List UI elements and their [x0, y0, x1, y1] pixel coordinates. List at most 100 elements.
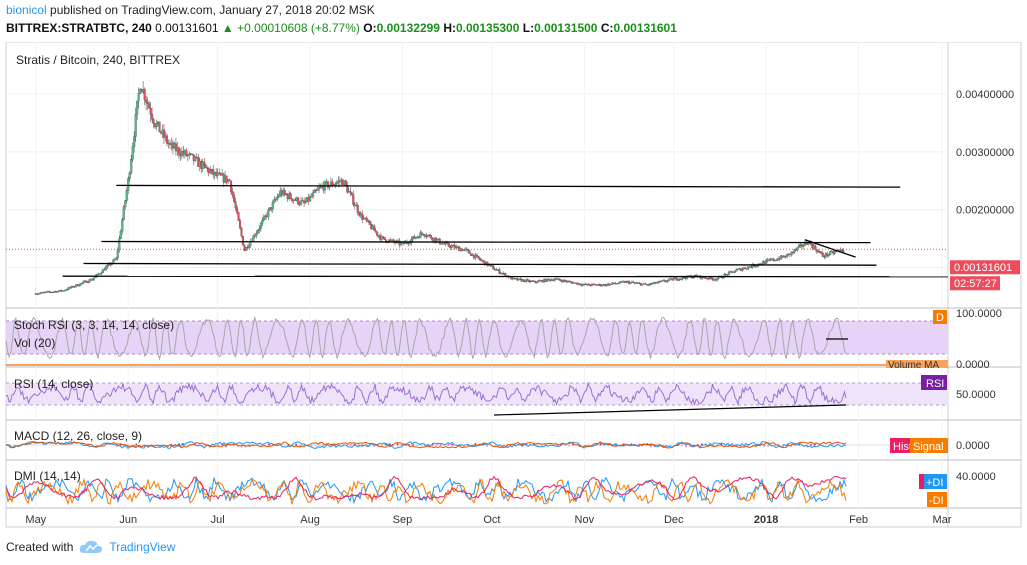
- candle-body: [133, 136, 136, 147]
- macd-hist-bar: [201, 445, 204, 447]
- candle-body: [255, 232, 258, 236]
- triangle-up-icon: ▲: [221, 21, 234, 35]
- candle-body: [283, 190, 286, 194]
- candle-body: [741, 268, 744, 271]
- macd-hist-bar: [701, 443, 703, 446]
- time-label: Nov: [575, 514, 595, 526]
- macd-hist-bar: [693, 444, 695, 446]
- macd-hist-bar: [240, 445, 243, 448]
- candle-body: [373, 225, 376, 231]
- dmi-pane-title: DMI (14, 14): [14, 469, 81, 483]
- candle-body: [425, 236, 428, 238]
- candle-body: [462, 249, 465, 252]
- macd-hist-bar: [381, 444, 383, 446]
- candle-body: [666, 279, 669, 282]
- macd-hist-bar: [318, 445, 321, 446]
- countdown-tag-text: 02:57:27: [954, 278, 997, 290]
- candle-body: [557, 278, 561, 281]
- candle-body: [240, 227, 243, 237]
- price-grid: [6, 42, 948, 508]
- rsi-tick-50: 50.0000: [956, 389, 996, 401]
- macd-hist-bar: [408, 444, 410, 446]
- candle-body: [490, 265, 493, 267]
- rsi-tag-text: RSI: [926, 378, 944, 390]
- candle-body: [797, 245, 800, 248]
- candle-body: [450, 245, 453, 248]
- candle-body: [225, 175, 228, 183]
- candle-body: [747, 266, 750, 269]
- macd-signal-tag: [910, 438, 948, 453]
- candle-body: [356, 205, 359, 213]
- candle-body: [599, 283, 602, 286]
- candle-body: [235, 207, 239, 213]
- candle-body: [346, 185, 349, 193]
- candle-body: [383, 237, 386, 240]
- candle-body: [492, 266, 495, 270]
- candle-body: [796, 247, 799, 250]
- macd-hist-bar: [533, 443, 535, 446]
- candle-body: [686, 275, 689, 279]
- symbol-name: BITTREX:STRATBTC, 240: [6, 21, 152, 35]
- candle-body: [785, 254, 789, 258]
- macd-hist-bar: [174, 444, 176, 446]
- candle-body: [151, 114, 154, 120]
- candle-body: [167, 142, 170, 145]
- macd-hist-bar: [412, 444, 414, 446]
- candle-body: [326, 181, 329, 188]
- candle-body: [553, 279, 556, 281]
- macd-hist-bar: [287, 444, 290, 446]
- candle-body: [285, 193, 288, 195]
- time-axis: May Jun Jul Aug Sep Oct Nov Dec 2018 Feb Mar: [25, 514, 951, 526]
- macd-hist-bar: [568, 445, 570, 447]
- macd-hist-bar: [116, 445, 118, 447]
- low-value: 0.00131500: [534, 21, 598, 35]
- dmi-adx-tag: [919, 474, 924, 489]
- candle-body: [116, 249, 119, 259]
- price-tick-label: 0.00400000: [956, 89, 1014, 101]
- candle-body: [447, 242, 450, 247]
- candle-body: [780, 255, 783, 260]
- macd-hist-bar: [353, 443, 356, 446]
- candle-body: [206, 167, 209, 169]
- candle-body: [535, 281, 538, 284]
- candle-body: [104, 266, 107, 271]
- candle-body: [88, 279, 91, 283]
- macd-hist-bar: [396, 443, 399, 446]
- macd-pane-title: MACD (12, 26, close, 9): [14, 429, 142, 443]
- close-value: 0.00131601: [613, 21, 677, 35]
- candle-body: [408, 242, 411, 244]
- candle-body: [546, 278, 549, 282]
- candle-body: [641, 283, 644, 286]
- time-label: Aug: [300, 514, 320, 526]
- macd-hist-bar: [350, 444, 352, 446]
- macd-hist-bar: [233, 444, 235, 446]
- candle-body: [651, 283, 654, 285]
- candle-body: [122, 206, 125, 220]
- candle-body: [125, 190, 128, 201]
- candle-body: [334, 183, 337, 185]
- candle-body: [271, 202, 274, 210]
- candle-body: [829, 251, 832, 255]
- dmi-plus-tag: [924, 474, 947, 489]
- dmi-plus-tag-text: +DI: [926, 477, 943, 489]
- candle-body: [113, 259, 116, 261]
- high-value: 0.00135300: [456, 21, 520, 35]
- tradingview-link[interactable]: TradingView: [109, 540, 176, 554]
- macd-hist-bar: [669, 445, 672, 447]
- dmi-plus-line: [5, 476, 847, 505]
- macd-hist-bar: [361, 444, 364, 446]
- candle-body: [745, 268, 748, 270]
- trendlines[interactable]: [62, 184, 949, 278]
- candle-body: [569, 281, 572, 283]
- open-value: 0.00132299: [376, 21, 440, 35]
- macd-hist-bar: [790, 445, 793, 447]
- macd-hist-bar: [186, 445, 188, 446]
- candle-body: [137, 93, 140, 102]
- macd-hist-bar: [689, 445, 691, 447]
- author-link[interactable]: bionicol: [6, 3, 47, 17]
- close-label: C:: [600, 21, 614, 35]
- candle-body: [158, 121, 161, 133]
- chart-canvas[interactable]: Stratis / Bitcoin, 240, BITTREX 0.004000…: [0, 42, 1027, 532]
- candle-body: [695, 274, 698, 277]
- macd-hist-bar: [357, 444, 360, 446]
